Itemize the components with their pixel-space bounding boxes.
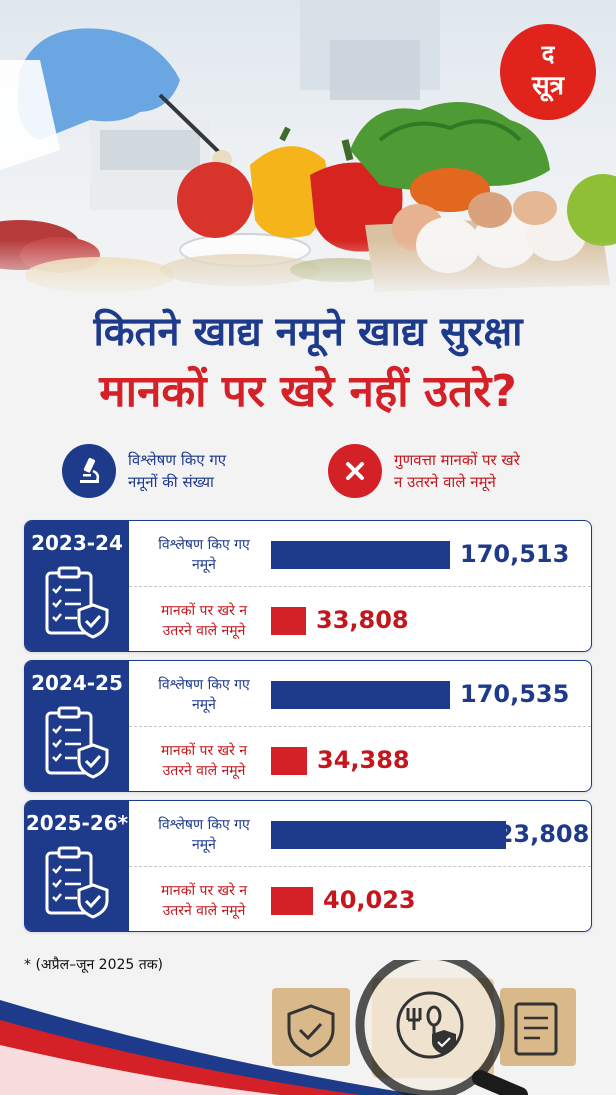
title-line-1: कितने खाद्य नमूने खाद्य सुरक्षा xyxy=(93,309,523,355)
footnote: * (अप्रैल–जून 2025 तक) xyxy=(24,957,163,973)
bar-analyzed-2024-25 xyxy=(271,681,450,709)
bar-analyzed-2025-26 xyxy=(271,821,506,849)
bar-failed-2024-25 xyxy=(271,747,307,775)
year-label: 2024-25 xyxy=(31,671,123,695)
magnifying-glass-icon xyxy=(355,960,528,1095)
legend-analyzed: विश्लेषण किए गए नमूनों की संख्या xyxy=(62,440,226,502)
year-label: 2023-24 xyxy=(31,531,123,555)
legend-failed-line2: न उतरने वाले नमूने xyxy=(394,473,496,491)
year-card-2024-25: 2024-25 विश्लेषण किए गए नमूने 170,535 मा… xyxy=(24,660,592,792)
value-analyzed-2024-25: 170,535 xyxy=(460,680,570,708)
shield-check-icon xyxy=(272,988,350,1066)
svg-text:द: द xyxy=(541,40,556,68)
failed-label: मानकों पर खरे न उतरने वाले नमूने xyxy=(160,743,248,779)
year-panel: 2023-24 xyxy=(25,521,129,651)
failed-row: मानकों पर खरे न उतरने वाले नमूने 40,023 xyxy=(129,867,591,931)
year-label: 2025-26* xyxy=(25,811,129,835)
legend-analyzed-line1: विश्लेषण किए गए xyxy=(128,451,227,469)
clipboard-check-icon xyxy=(45,706,109,779)
legend-failed: गुणवत्ता मानकों पर खरे न उतरने वाले नमून… xyxy=(328,440,520,502)
the-sootr-logo: द सूत्र xyxy=(500,24,596,120)
failed-label: मानकों पर खरे न उतरने वाले नमूने xyxy=(160,603,248,639)
analyzed-row: विश्लेषण किए गए नमूने 223,808 xyxy=(129,801,591,867)
title-line-2: मानकों पर खरे नहीं उतरे? xyxy=(99,366,517,417)
clipboard-check-icon xyxy=(45,846,109,919)
page-title: कितने खाद्य नमूने खाद्य सुरक्षा मानकों प… xyxy=(0,302,616,422)
analyzed-label: विश्लेषण किए गए नमूने xyxy=(158,537,250,573)
failed-row: मानकों पर खरे न उतरने वाले नमूने 33,808 xyxy=(129,587,591,651)
analyzed-label: विश्लेषण किए गए नमूने xyxy=(158,817,250,853)
svg-text:सूत्र: सूत्र xyxy=(531,71,566,102)
year-card-2023-24: 2023-24 विश्लेषण किए गए नमूने 170,513 मा… xyxy=(24,520,592,652)
value-failed-2024-25: 34,388 xyxy=(317,746,410,774)
year-panel: 2024-25 xyxy=(25,661,129,791)
analyzed-row: विश्लेषण किए गए नमूने 170,535 xyxy=(129,661,591,727)
bar-failed-2023-24 xyxy=(271,607,306,635)
microscope-icon xyxy=(62,444,116,498)
legend-failed-line1: गुणवत्ता मानकों पर खरे xyxy=(394,451,520,469)
year-panel: 2025-26* xyxy=(25,801,129,931)
bottom-decoration xyxy=(0,960,576,1095)
value-analyzed-2025-26: 223,808 xyxy=(480,820,590,848)
cross-icon xyxy=(328,444,382,498)
clipboard-check-icon xyxy=(45,566,109,639)
failed-row: मानकों पर खरे न उतरने वाले नमूने 34,388 xyxy=(129,727,591,791)
value-analyzed-2023-24: 170,513 xyxy=(460,540,570,568)
value-failed-2025-26: 40,023 xyxy=(323,886,416,914)
failed-label: मानकों पर खरे न उतरने वाले नमूने xyxy=(160,883,248,919)
clipboard-icon xyxy=(500,988,576,1066)
food-lab-illustration xyxy=(0,0,616,300)
analyzed-row: विश्लेषण किए गए नमूने 170,513 xyxy=(129,521,591,587)
bar-failed-2025-26 xyxy=(271,887,313,915)
value-failed-2023-24: 33,808 xyxy=(316,606,409,634)
legend-analyzed-line2: नमूनों की संख्या xyxy=(128,473,214,491)
analyzed-label: विश्लेषण किए गए नमूने xyxy=(158,677,250,713)
year-card-2025-26: 2025-26* विश्लेषण किए गए नमूने 223,808 म… xyxy=(24,800,592,932)
bar-analyzed-2023-24 xyxy=(271,541,450,569)
